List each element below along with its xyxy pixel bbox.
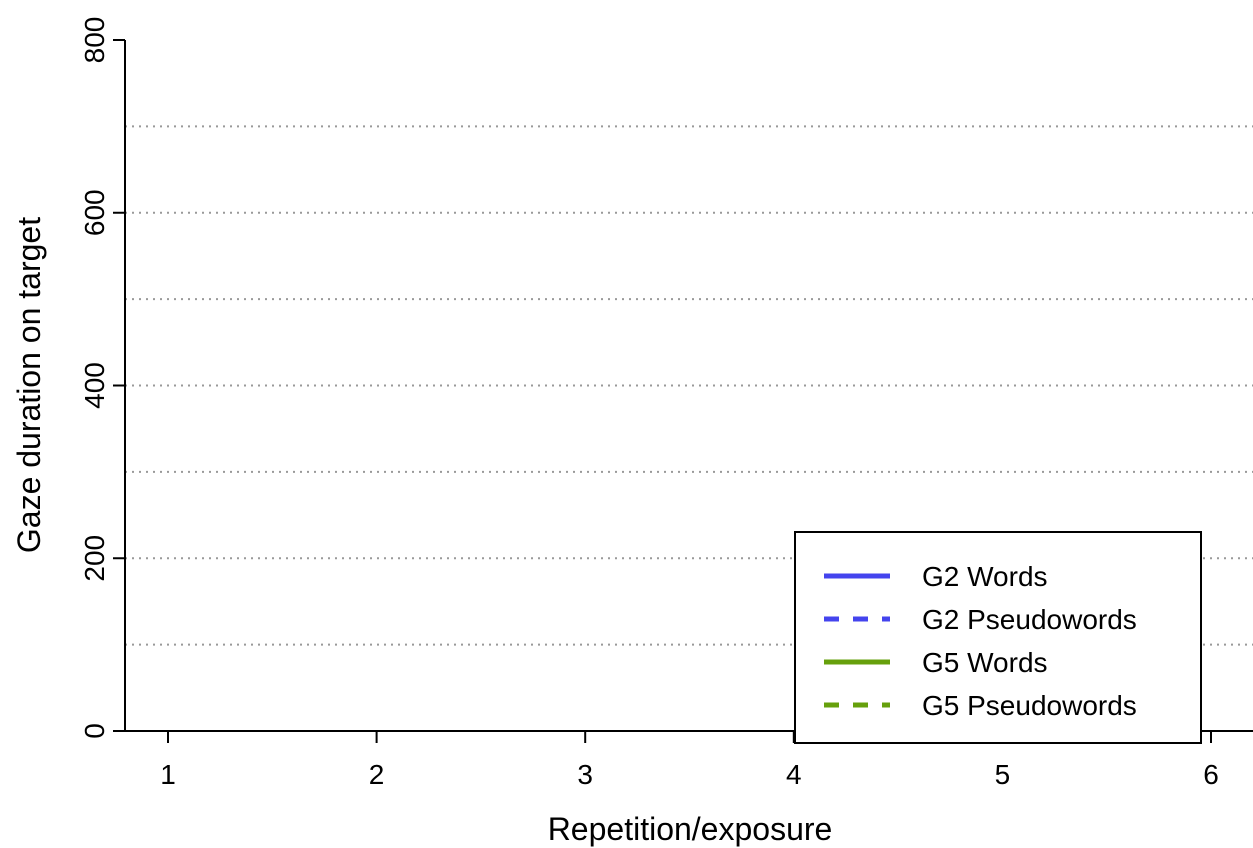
x-tick-label: 6: [1203, 759, 1219, 790]
y-tick-label: 600: [79, 189, 110, 236]
y-axis-title: Gaze duration on target: [11, 217, 47, 553]
legend-items: G2 Words G2 Pseudowords G5 Words G5 Pseudow…: [824, 561, 1137, 721]
x-ticks: 1 2 3 4 5 6: [160, 731, 1219, 790]
x-tick-label: 4: [786, 759, 802, 790]
y-tick-label: 0: [79, 723, 110, 739]
y-tick-label: 800: [79, 17, 110, 64]
legend-label-0: G2 Words: [922, 561, 1048, 592]
x-tick-label: 5: [995, 759, 1011, 790]
x-tick-label: 1: [160, 759, 176, 790]
legend-label-3: G5 Pseudowords: [922, 690, 1137, 721]
x-tick-label: 2: [369, 759, 385, 790]
y-tick-label: 200: [79, 535, 110, 582]
y-ticks: 0 200 400 600 800: [79, 17, 125, 739]
y-tick-label: 400: [79, 362, 110, 409]
x-tick-label: 3: [577, 759, 593, 790]
legend-label-1: G2 Pseudowords: [922, 604, 1137, 635]
legend-label-2: G5 Words: [922, 647, 1048, 678]
legend-box: [794, 531, 1202, 744]
legend: G2 Words G2 Pseudowords G5 Words G5 Pseudow…: [794, 531, 1202, 744]
x-axis-title: Repetition/exposure: [548, 811, 833, 847]
